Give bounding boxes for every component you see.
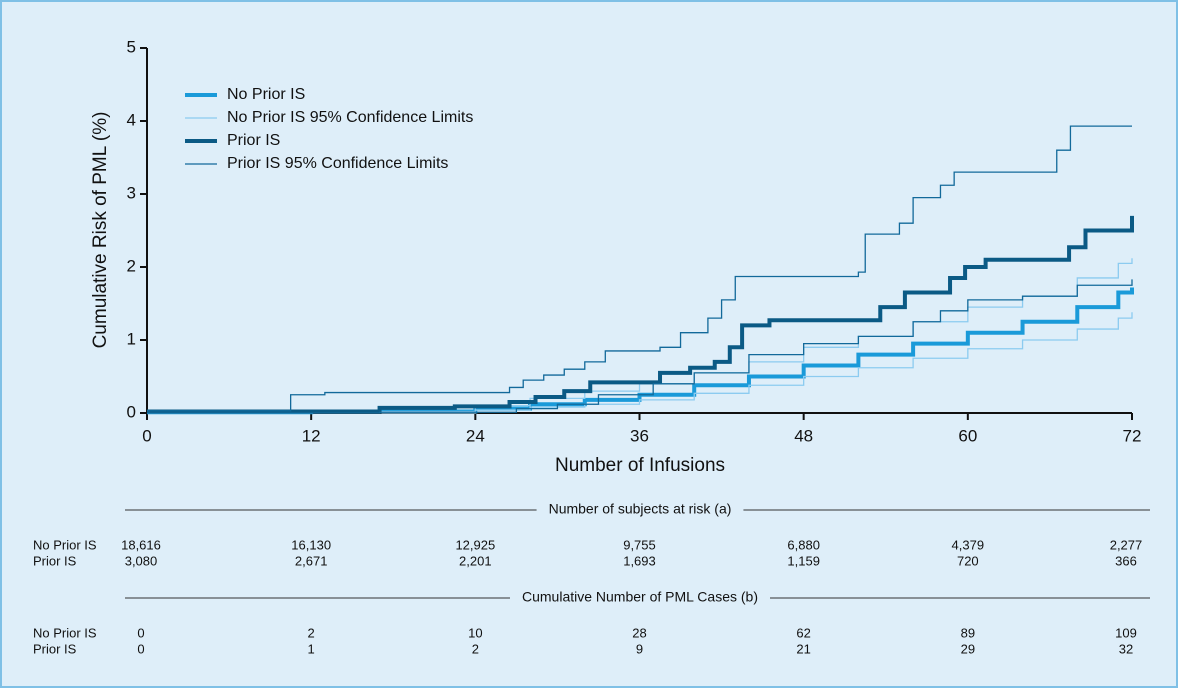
y-axis-label: Cumulative Risk of PML (%): [90, 112, 111, 349]
table-cell: 89: [961, 625, 975, 640]
table-cell: 18,616: [121, 537, 161, 552]
legend-label: Prior IS 95% Confidence Limits: [227, 155, 448, 172]
x-tick-label: 24: [466, 426, 485, 445]
row-label: No Prior IS: [33, 625, 97, 640]
x-tick-label: 12: [302, 426, 321, 445]
confidence-limit: [147, 279, 1133, 414]
row-label: Prior IS: [33, 553, 77, 568]
table-cell: 10: [468, 625, 482, 640]
table-cell: 28: [632, 625, 646, 640]
row-label: Prior IS: [33, 641, 77, 656]
x-tick-label: 0: [142, 426, 151, 445]
table-cell: 21: [796, 641, 810, 656]
table-cell: 2: [308, 625, 315, 640]
table-cell: 4,379: [952, 537, 985, 552]
table-section-title: Number of subjects at risk (a): [549, 501, 732, 517]
table-cell: 109: [1115, 625, 1137, 640]
y-tick-label: 5: [127, 37, 136, 56]
x-tick-label: 36: [630, 426, 649, 445]
table-cell: 2,671: [295, 553, 328, 568]
y-tick-label: 4: [127, 110, 136, 129]
table-cell: 6,880: [787, 537, 820, 552]
legend-label: Prior IS: [227, 132, 280, 149]
table-cell: 2,201: [459, 553, 492, 568]
y-tick-label: 2: [127, 256, 136, 275]
confidence-limit: [147, 125, 1132, 412]
table-cell: 366: [1115, 553, 1137, 568]
x-axis-label: Number of Infusions: [555, 455, 725, 476]
table-cell: 1,693: [623, 553, 656, 568]
legend-label: No Prior IS: [227, 86, 305, 103]
table-cell: 9,755: [623, 537, 656, 552]
table-cell: 16,130: [291, 537, 331, 552]
y-tick-label: 3: [127, 183, 136, 202]
table-cell: 29: [961, 641, 975, 656]
curve: [147, 215, 1134, 414]
table-cell: 12,925: [455, 537, 495, 552]
table-cell: 0: [137, 625, 144, 640]
table-cell: 720: [957, 553, 979, 568]
table-cell: 2: [472, 641, 479, 656]
table-cell: 2,277: [1110, 537, 1143, 552]
table-section-title: Cumulative Number of PML Cases (b): [522, 589, 758, 605]
y-tick-label: 0: [127, 402, 136, 421]
y-tick-label: 1: [127, 329, 136, 348]
legend-label: No Prior IS 95% Confidence Limits: [227, 109, 473, 126]
table-cell: 0: [137, 641, 144, 656]
x-tick-label: 72: [1123, 426, 1142, 445]
row-label: No Prior IS: [33, 537, 97, 552]
table-cell: 9: [636, 641, 643, 656]
x-tick-label: 48: [794, 426, 813, 445]
confidence-limit: [147, 312, 1133, 414]
table-cell: 32: [1119, 641, 1133, 656]
table-cell: 1,159: [787, 553, 820, 568]
x-tick-label: 60: [958, 426, 977, 445]
table-cell: 1: [308, 641, 315, 656]
table-cell: 3,080: [125, 553, 158, 568]
table-cell: 62: [796, 625, 810, 640]
